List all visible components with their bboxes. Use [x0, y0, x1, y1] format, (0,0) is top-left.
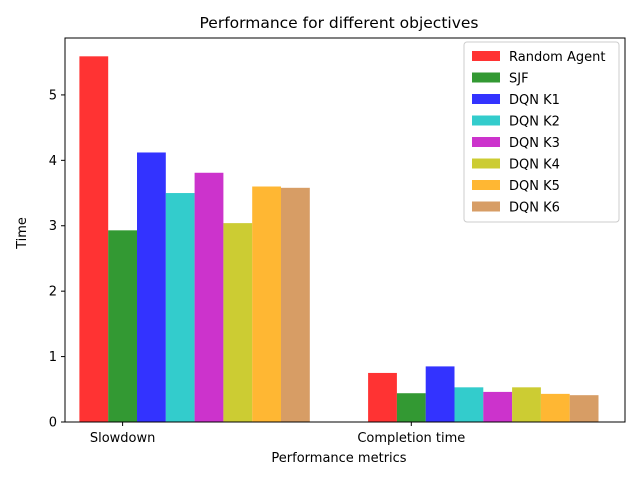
bar	[165, 193, 195, 422]
bar	[454, 387, 484, 422]
legend-swatch	[472, 158, 500, 169]
bar	[483, 391, 513, 422]
legend-swatch	[472, 201, 500, 212]
plot-area: 0 1 2 3 4 5 Slowdown Completion time Random Agen…	[49, 37, 626, 446]
y-tick-label: 3	[49, 219, 57, 234]
bar	[569, 395, 599, 422]
bar	[194, 172, 224, 422]
chart-title: Performance for different objectives	[200, 14, 479, 32]
legend-label: DQN K1	[509, 93, 560, 108]
x-tick-label: Completion time	[357, 431, 465, 446]
legend-swatch	[472, 115, 500, 126]
bar	[396, 393, 426, 422]
legend-box	[463, 41, 620, 223]
axes-frame	[64, 37, 626, 423]
bar	[281, 187, 310, 422]
legend-swatch	[472, 51, 500, 61]
bar	[512, 387, 541, 422]
bar	[425, 366, 455, 422]
legend-label: Random Agent	[509, 50, 605, 65]
legend-label: DQN K6	[509, 201, 560, 216]
bar	[137, 152, 166, 423]
y-tick-label: 5	[49, 88, 57, 103]
y-tick-label: 0	[49, 416, 57, 431]
y-tick-label: 2	[49, 285, 57, 300]
legend-swatch	[472, 94, 500, 104]
bar	[540, 393, 570, 422]
legend-swatch	[472, 137, 500, 147]
bar	[368, 372, 397, 422]
bar	[252, 186, 281, 422]
bar	[79, 56, 109, 422]
x-tick-label: Slowdown	[90, 431, 156, 446]
legend-swatch	[472, 72, 500, 83]
legend-label: DQN K5	[509, 179, 560, 194]
y-axis-title: Time	[15, 217, 30, 250]
legend-label: SJF	[509, 72, 529, 87]
legend-swatch	[472, 180, 500, 190]
x-axis-title: Performance metrics	[271, 451, 406, 466]
y-tick-label: 1	[49, 350, 57, 365]
y-tick-label: 4	[49, 154, 57, 169]
legend-label: DQN K4	[509, 158, 560, 173]
legend-label: DQN K3	[509, 136, 560, 151]
bar	[223, 223, 253, 422]
legend-label: DQN K2	[509, 115, 560, 130]
bar	[108, 230, 137, 422]
